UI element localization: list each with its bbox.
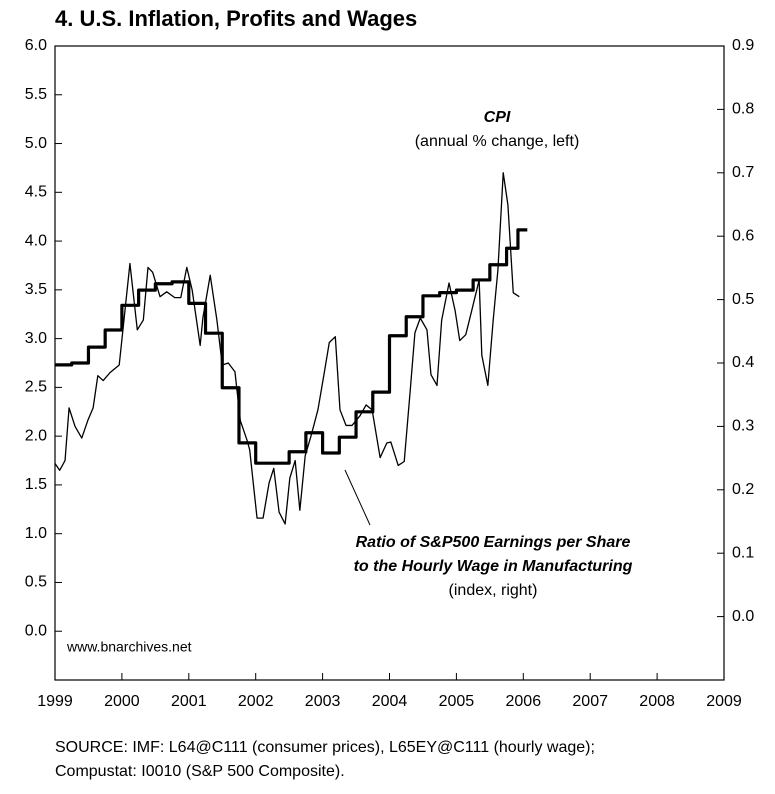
y2-tick-label: 0.4: [732, 354, 754, 371]
source: Compustat: I0010 (S&P 500 Composite).: [55, 763, 345, 780]
y-tick-label: 1.0: [25, 525, 47, 542]
x-tick-label: 2004: [372, 693, 408, 710]
series-line: [54, 172, 520, 525]
y2-tick-label: 0.2: [732, 481, 754, 498]
x-tick-label: 2000: [104, 693, 140, 710]
chart-title: 4. U.S. Inflation, Profits and Wages: [55, 6, 417, 31]
y-tick-label: 0.5: [25, 574, 47, 591]
x-tick-label: 2009: [706, 693, 742, 710]
series-line: [55, 228, 528, 465]
annotation: (annual % change, left): [415, 133, 580, 150]
y-tick-label: 4.5: [25, 184, 47, 201]
annotation: Ratio of S&P500 Earnings per Share: [356, 534, 631, 551]
y-tick-label: 0.0: [25, 622, 47, 639]
x-tick-label: 2006: [506, 693, 542, 710]
y2-tick-label: 0.0: [732, 608, 754, 625]
x-tick-label: 2001: [171, 693, 207, 710]
y-tick-label: 2.5: [25, 379, 47, 396]
source: SOURCE: IMF: L64@C111 (consumer prices),…: [55, 739, 595, 756]
x-tick-label: 2003: [305, 693, 341, 710]
y2-tick-label: 0.8: [732, 101, 754, 118]
y-tick-label: 3.5: [25, 281, 47, 298]
y2-tick-label: 0.3: [732, 418, 754, 435]
y-tick-label: 4.0: [25, 232, 47, 249]
y-tick-label: 6.0: [25, 37, 47, 54]
annotation: CPI: [484, 109, 511, 126]
x-tick-label: 1999: [37, 693, 73, 710]
annotation: (index, right): [449, 582, 538, 599]
y-tick-label: 3.0: [25, 330, 47, 347]
y2-tick-label: 0.1: [732, 544, 754, 561]
x-tick-label: 2005: [439, 693, 475, 710]
x-tick-label: 2008: [639, 693, 675, 710]
y-tick-label: 5.5: [25, 86, 47, 103]
watermark: www.bnarchives.net: [66, 639, 192, 655]
annotation: to the Hourly Wage in Manufacturing: [354, 558, 633, 575]
pointer-line: [344, 469, 371, 526]
y-tick-label: 5.0: [25, 135, 47, 152]
x-tick-label: 2007: [572, 693, 608, 710]
y-tick-label: 2.0: [25, 427, 47, 444]
y-tick-label: 1.5: [25, 476, 47, 493]
x-tick-label: 2002: [238, 693, 274, 710]
y2-tick-label: 0.5: [732, 291, 754, 308]
y2-tick-label: 0.6: [732, 227, 754, 244]
y2-tick-label: 0.9: [732, 37, 754, 54]
y2-tick-label: 0.7: [732, 164, 754, 181]
